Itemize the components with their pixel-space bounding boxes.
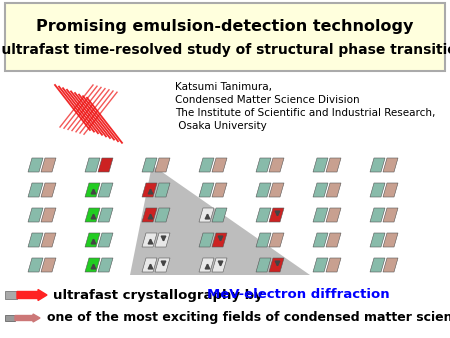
Polygon shape [28,183,43,197]
Polygon shape [383,258,398,272]
Polygon shape [41,233,56,247]
FancyArrow shape [17,290,47,300]
FancyArrow shape [15,314,40,322]
Polygon shape [256,258,271,272]
Text: Osaka University: Osaka University [175,121,267,131]
Polygon shape [326,158,341,172]
Text: Condensed Matter Science Division: Condensed Matter Science Division [175,95,360,105]
Polygon shape [383,158,398,172]
Polygon shape [256,183,271,197]
Polygon shape [383,208,398,222]
Polygon shape [155,158,170,172]
Polygon shape [85,158,100,172]
Polygon shape [370,208,385,222]
Polygon shape [142,258,157,272]
Polygon shape [313,183,328,197]
Polygon shape [85,208,100,222]
Polygon shape [256,158,271,172]
Polygon shape [142,233,157,247]
Polygon shape [370,183,385,197]
Polygon shape [269,158,284,172]
Polygon shape [370,258,385,272]
Polygon shape [269,258,284,272]
Polygon shape [85,183,100,197]
Polygon shape [199,233,214,247]
Polygon shape [41,158,56,172]
Polygon shape [41,258,56,272]
Polygon shape [212,208,227,222]
Polygon shape [212,158,227,172]
Polygon shape [98,158,113,172]
Polygon shape [98,233,113,247]
Polygon shape [212,258,227,272]
Polygon shape [370,233,385,247]
Polygon shape [199,158,214,172]
Text: The Institute of Scientific and Industrial Research,: The Institute of Scientific and Industri… [175,108,436,118]
Polygon shape [28,208,43,222]
Polygon shape [313,233,328,247]
Polygon shape [41,183,56,197]
Polygon shape [98,208,113,222]
Polygon shape [28,258,43,272]
Polygon shape [155,183,170,197]
Polygon shape [98,183,113,197]
Bar [5,291,17,299]
Polygon shape [155,208,170,222]
Text: ultrafast crystallography by: ultrafast crystallography by [53,289,267,301]
Polygon shape [155,258,170,272]
Polygon shape [85,258,100,272]
Text: one of the most exciting fields of condensed matter science: one of the most exciting fields of conde… [47,312,450,324]
Polygon shape [142,183,157,197]
Text: Promising emulsion-detection technology: Promising emulsion-detection technology [36,19,414,33]
Polygon shape [142,208,157,222]
Polygon shape [130,165,310,275]
Bar [5,315,15,321]
FancyBboxPatch shape [5,3,445,71]
Polygon shape [199,183,214,197]
Polygon shape [85,233,100,247]
Polygon shape [383,233,398,247]
Polygon shape [313,208,328,222]
Text: Katsumi Tanimura,: Katsumi Tanimura, [175,82,272,92]
Polygon shape [269,208,284,222]
Polygon shape [256,233,271,247]
Text: MeV-electron diffraction: MeV-electron diffraction [207,289,389,301]
Polygon shape [212,183,227,197]
Polygon shape [199,208,214,222]
Polygon shape [41,208,56,222]
Polygon shape [326,208,341,222]
Polygon shape [370,158,385,172]
Polygon shape [383,183,398,197]
Polygon shape [28,233,43,247]
Polygon shape [326,183,341,197]
Polygon shape [199,258,214,272]
Polygon shape [142,158,157,172]
Polygon shape [98,258,113,272]
Polygon shape [269,233,284,247]
Polygon shape [313,158,328,172]
Text: for ultrafast time-resolved study of structural phase transitions: for ultrafast time-resolved study of str… [0,43,450,57]
Polygon shape [326,233,341,247]
Polygon shape [269,183,284,197]
Polygon shape [326,258,341,272]
Polygon shape [212,233,227,247]
Polygon shape [256,208,271,222]
Polygon shape [313,258,328,272]
Polygon shape [28,158,43,172]
Polygon shape [155,233,170,247]
